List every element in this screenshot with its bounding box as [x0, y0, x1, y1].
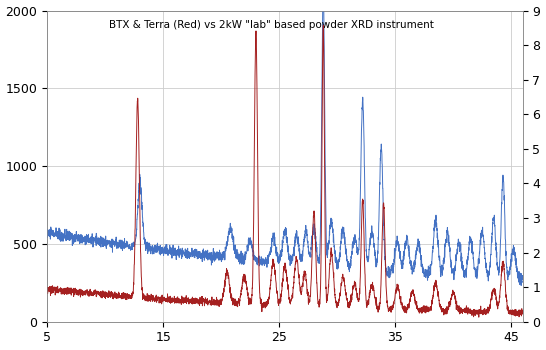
Text: BTX & Terra (Red) vs 2kW "lab" based powder XRD instrument: BTX & Terra (Red) vs 2kW "lab" based pow…	[109, 20, 434, 30]
